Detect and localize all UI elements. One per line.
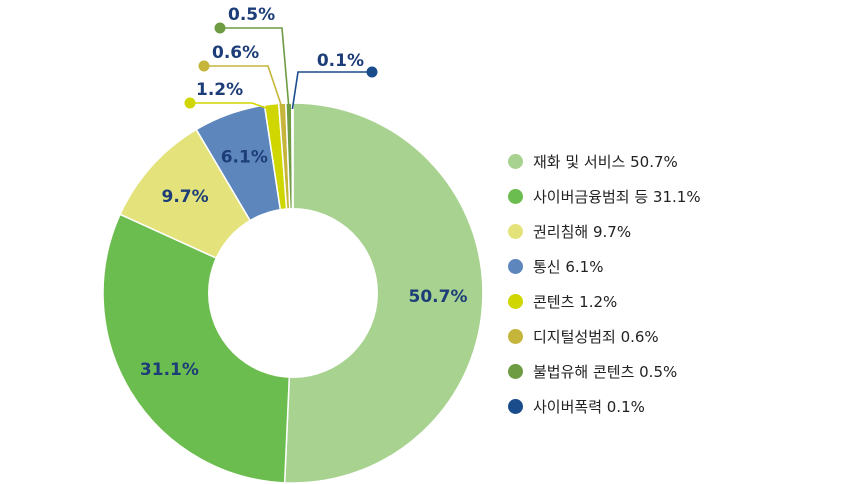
legend-item-1: 재화 및 서비스 50.7% xyxy=(508,144,701,179)
callouts-layer: 1.2% 0.6% 0.5% 0.1% xyxy=(184,5,378,111)
legend-text-1: 재화 및 서비스 50.7% xyxy=(533,153,678,171)
legend: 재화 및 서비스 50.7% 사이버금융범죄 등 31.1% 권리침해 9.7% 통신… xyxy=(508,144,701,424)
callout-dot-7 xyxy=(214,22,226,34)
callout-label-7: 0.5% xyxy=(228,5,275,25)
callout-line-8 xyxy=(291,71,372,110)
callout-line-5 xyxy=(190,102,273,111)
donut-chart: 50.7% 31.1% 9.7% 6.1% 1.2% 0.6% 0.5% 0.1% xyxy=(102,5,484,484)
legend-swatch-3 xyxy=(508,224,523,239)
legend-text-7: 불법유해 콘텐츠 0.5% xyxy=(533,363,678,381)
legend-item-7: 불법유해 콘텐츠 0.5% xyxy=(508,354,701,389)
legend-item-8: 사이버폭력 0.1% xyxy=(508,389,701,424)
legend-item-6: 디지털성범죄 0.6% xyxy=(508,319,701,354)
legend-text-5: 콘텐츠 1.2% xyxy=(533,293,618,311)
legend-item-4: 통신 6.1% xyxy=(508,249,701,284)
legend-swatch-2 xyxy=(508,189,523,204)
legend-text-6: 디지털성범죄 0.6% xyxy=(533,328,659,346)
legend-swatch-4 xyxy=(508,259,523,274)
legend-swatch-7 xyxy=(508,364,523,379)
callout-line-7 xyxy=(220,27,290,110)
callout-label-5: 1.2% xyxy=(196,80,243,100)
labels-layer: 50.7% 31.1% 9.7% 6.1% xyxy=(140,147,468,379)
callout-label-8: 0.1% xyxy=(317,51,364,71)
callout-line-6 xyxy=(204,65,284,110)
legend-swatch-6 xyxy=(508,329,523,344)
legend-text-3: 권리침해 9.7% xyxy=(533,223,632,241)
legend-text-4: 통신 6.1% xyxy=(533,258,604,276)
legend-swatch-8 xyxy=(508,399,523,414)
legend-swatch-1 xyxy=(508,154,523,169)
legend-text-2: 사이버금융범죄 등 31.1% xyxy=(533,188,701,206)
slice-label-2: 31.1% xyxy=(140,360,199,380)
callout-dot-5 xyxy=(184,97,196,109)
legend-item-2: 사이버금융범죄 등 31.1% xyxy=(508,179,701,214)
legend-item-5: 콘텐츠 1.2% xyxy=(508,284,701,319)
slice-label-1: 50.7% xyxy=(409,287,468,307)
slice-label-4: 6.1% xyxy=(221,147,268,167)
slice-1 xyxy=(283,102,484,484)
callout-label-6: 0.6% xyxy=(212,43,259,63)
slice-label-3: 9.7% xyxy=(162,187,209,207)
legend-text-8: 사이버폭력 0.1% xyxy=(533,398,645,416)
callout-dot-8 xyxy=(366,66,378,78)
legend-item-3: 권리침해 9.7% xyxy=(508,214,701,249)
donut-hole xyxy=(208,208,378,378)
legend-swatch-5 xyxy=(508,294,523,309)
callout-dot-6 xyxy=(198,60,210,72)
